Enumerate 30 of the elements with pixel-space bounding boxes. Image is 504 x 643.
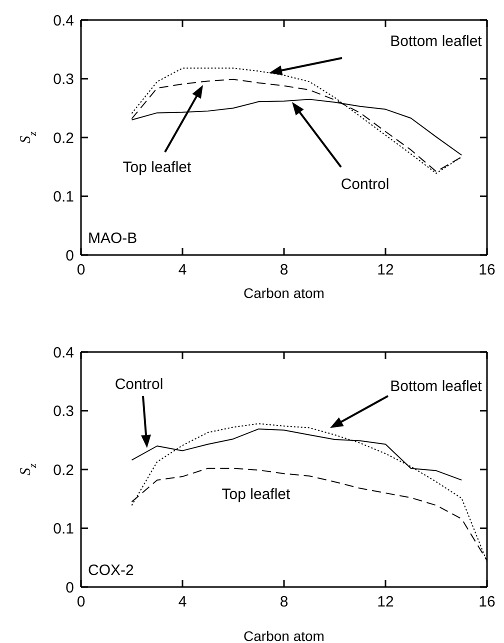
y-tick-label: 0.3: [53, 403, 74, 420]
y-tick-label: 0.2: [53, 130, 74, 147]
y-tick-label: 0: [66, 579, 74, 596]
y-tick-label: 0.1: [53, 520, 74, 538]
x-tick-label: 8: [280, 262, 288, 279]
annotation: Bottom leaflet: [390, 378, 483, 395]
y-tick-label: 0.3: [53, 71, 74, 88]
x-tick-label: 4: [178, 594, 187, 611]
y-tick-label: 0: [66, 247, 74, 264]
y-tick-label: 0.4: [53, 344, 74, 362]
x-tick-label: 12: [377, 594, 394, 611]
x-tick-label: 0: [76, 262, 86, 279]
annotation: Control: [340, 176, 390, 193]
text: COX-2: [88, 562, 134, 579]
annotation: Bottom leaflet: [390, 32, 483, 50]
y-tick-label: 0.4: [53, 12, 74, 30]
x-tick-label: 16: [478, 262, 496, 279]
x-axis-title: Carbon atom: [244, 628, 324, 643]
x-axis-title: Carbon atom: [244, 285, 324, 301]
x-tick-label: 16: [478, 594, 496, 611]
annotation: Top leaflet: [122, 158, 192, 176]
x-tick-label: 8: [280, 594, 288, 611]
x-tick-label: 0: [76, 594, 86, 611]
x-tick-label: 4: [178, 262, 187, 279]
text: MAO-B: [88, 230, 138, 247]
series-label: Top leaflet: [222, 486, 292, 503]
annotation: Control: [114, 376, 164, 393]
y-tick-label: 0.1: [53, 188, 74, 206]
y-tick-label: 0.2: [53, 462, 74, 479]
x-tick-label: 12: [377, 262, 394, 279]
